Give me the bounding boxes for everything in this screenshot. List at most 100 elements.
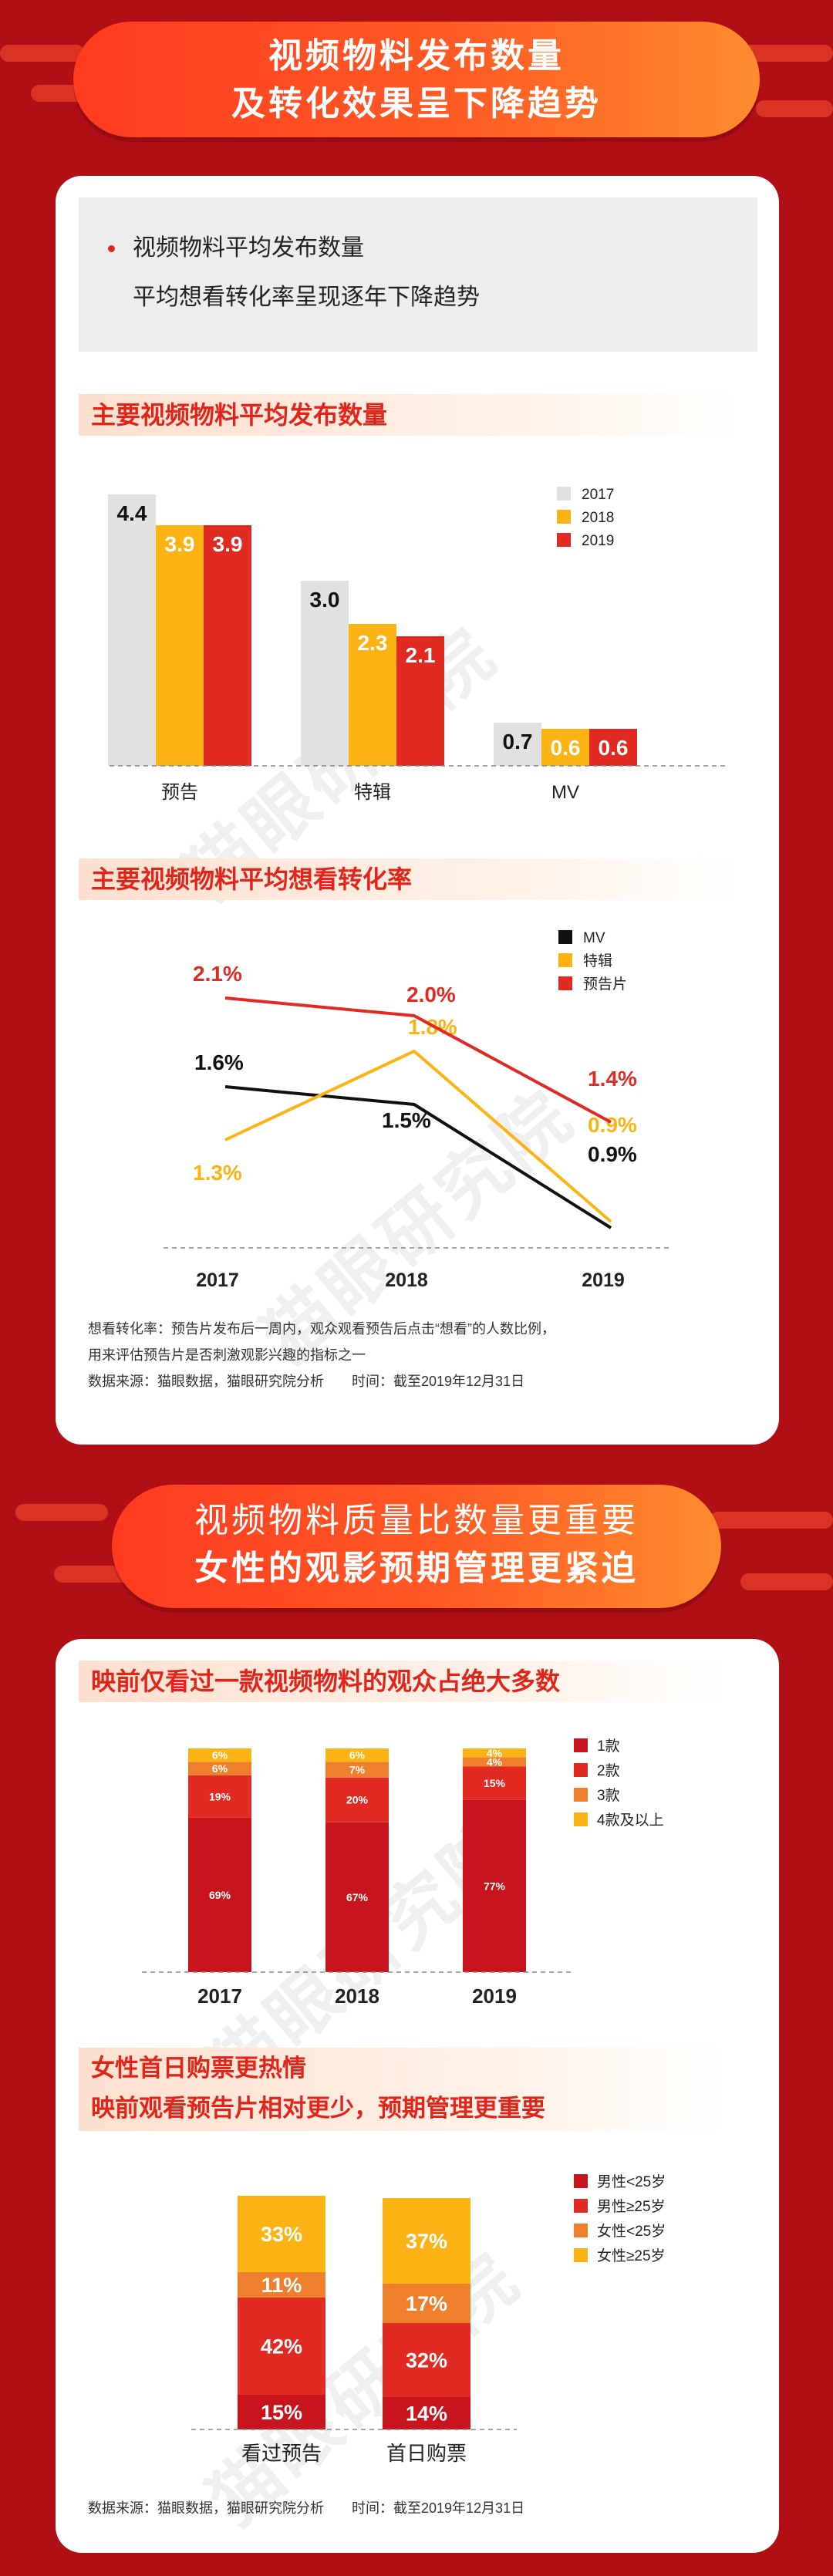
- x-tick-label: 首日购票: [386, 2442, 467, 2465]
- conversion-rate-chart: 1.6%1.5%0.9%1.3%1.8%0.9%2.1%2.0%1.4%2017…: [164, 930, 673, 1291]
- decor-stripe: [756, 100, 833, 117]
- segment-value-label: 20%: [346, 1794, 369, 1806]
- bar: [301, 581, 349, 766]
- stacked-segment: [325, 1822, 389, 1972]
- x-tick-label: MV: [551, 782, 579, 803]
- segment-value-label: 42%: [261, 2335, 302, 2359]
- legend-swatch: [557, 533, 571, 547]
- summary-line-2: 平均想看转化率呈现逐年下降趋势: [133, 285, 480, 310]
- segment-value-label: 11%: [261, 2274, 302, 2297]
- bar: [204, 525, 251, 766]
- banner-line-1: 视频物料质量比数量更重要: [194, 1502, 639, 1539]
- point-value-label: 2.0%: [406, 983, 456, 1006]
- decor-stripe: [740, 1573, 833, 1590]
- bar-value-label: 4.4: [117, 501, 147, 525]
- stacked-segment: [463, 1799, 526, 1972]
- point-value-label: 1.3%: [193, 1161, 242, 1185]
- banner-line-2: 及转化效果呈下降趋势: [231, 85, 602, 123]
- banner-line-2: 女性的观影预期管理更紧迫: [194, 1549, 639, 1587]
- decor-stripe: [710, 1512, 833, 1529]
- legend-label: 2017: [582, 487, 614, 503]
- bar: [156, 525, 204, 766]
- segment-value-label: 6%: [349, 1749, 366, 1762]
- segment-value-label: 6%: [212, 1749, 228, 1762]
- bar: [494, 723, 541, 766]
- legend-label: 预告片: [583, 976, 627, 993]
- footnote-definition-2: 用来评估预告片是否刺激观影兴趣的指标之一: [88, 1347, 366, 1363]
- legend-label: 1款: [597, 1738, 620, 1755]
- legend-swatch: [574, 2224, 588, 2237]
- card-quality-expectation: 猫眼研究院 猫眼研究院 映前仅看过一款视频物料的观众占绝大多数 69%19%6%…: [56, 1639, 779, 2553]
- bar: [589, 729, 637, 766]
- summary-bullet: [108, 245, 115, 252]
- female-title-line-2: 映前观看预告片相对更少，预期管理更重要: [91, 2095, 545, 2122]
- x-tick-label: 看过预告: [241, 2442, 322, 2465]
- stacked-segment: [383, 2323, 470, 2397]
- segment-value-label: 15%: [484, 1777, 506, 1789]
- decor-stripe: [0, 45, 85, 62]
- x-tick-label: 2018: [335, 1984, 379, 2008]
- bar: [396, 636, 444, 766]
- legend-label: 女性<25岁: [597, 2223, 666, 2240]
- material-count-chart: 69%19%6%6%201767%20%7%6%201877%15%4%4%20…: [142, 1738, 664, 2008]
- segment-value-label: 4%: [487, 1755, 503, 1768]
- bar: [108, 494, 156, 766]
- stacked-segment: [325, 1748, 389, 1762]
- x-tick-label: 2017: [196, 1269, 239, 1291]
- legend-label: 3款: [597, 1787, 620, 1804]
- stacked-segment: [238, 2196, 325, 2272]
- bar-value-label: 3.9: [213, 532, 243, 556]
- legend-label: 2款: [597, 1762, 620, 1779]
- bar: [349, 624, 396, 766]
- segment-value-label: 7%: [349, 1764, 366, 1776]
- x-tick-label: 2019: [582, 1269, 625, 1291]
- segment-value-label: 6%: [212, 1762, 228, 1775]
- x-tick-label: 2017: [197, 1984, 242, 2008]
- section-title-single-material: 映前仅看过一款视频物料的观众占绝大多数: [79, 1661, 723, 1702]
- x-tick-label: 预告: [161, 782, 198, 803]
- legend-label: 2018: [582, 510, 614, 526]
- segment-value-label: 37%: [406, 2230, 447, 2253]
- series-line: [224, 1049, 612, 1223]
- series-line: [224, 996, 612, 1124]
- header-banner: 视频物料发布数量 及转化效果呈下降趋势: [73, 22, 760, 137]
- x-tick-label: 特辑: [354, 782, 391, 803]
- gender-age-chart: 15% 42% 11% 33% 看过预告 14% 32% 17% 37% 首日购票 男性<25岁男性…: [191, 2173, 666, 2465]
- release-count-chart: 4.4 3.9 3.9 预告 3.0 2.3 2.1 特辑 0.7 0.6 0.6 MV 2017 201…: [108, 487, 727, 803]
- stacked-segment: [238, 2298, 325, 2395]
- point-value-label: 1.4%: [588, 1067, 637, 1091]
- x-tick-label: 2018: [385, 1269, 428, 1291]
- legend-swatch: [557, 487, 571, 501]
- decor-stripe: [15, 1504, 108, 1521]
- stacked-segment: [325, 1762, 389, 1778]
- legend-swatch: [574, 2174, 588, 2188]
- point-value-label: 2.1%: [193, 962, 242, 986]
- footnote-source: 数据来源：猫眼数据，猫眼研究院分析 时间：截至2019年12月31日: [88, 1374, 525, 1389]
- legend-label: 2019: [582, 533, 614, 549]
- stacked-segment: [188, 1762, 251, 1775]
- bar: [541, 729, 589, 766]
- legend-swatch: [574, 1788, 588, 1802]
- footnote-source: 数据来源：猫眼数据，猫眼研究院分析 时间：截至2019年12月31日: [88, 2500, 525, 2516]
- stacked-segment: [383, 2284, 470, 2323]
- point-value-label: 1.6%: [194, 1050, 244, 1074]
- legend-swatch: [574, 1763, 588, 1777]
- section-banner: 视频物料质量比数量更重要 女性的观影预期管理更紧迫: [112, 1485, 721, 1608]
- card-release-conversion: 猫眼研究院 猫眼研究院 视频物料平均发布数量 平均想看转化率呈现逐年下降趋势 主…: [56, 176, 779, 1445]
- legend-label: 男性<25岁: [597, 2173, 666, 2190]
- legend-label: 4款及以上: [597, 1812, 664, 1829]
- legend-swatch: [574, 1738, 588, 1752]
- legend-swatch: [574, 1812, 588, 1826]
- stacked-segment: [188, 1817, 251, 1972]
- female-title-line-1: 女性首日购票更热情: [91, 2055, 306, 2082]
- summary-line-1: 视频物料平均发布数量: [133, 235, 364, 261]
- bar-value-label: 0.6: [599, 736, 629, 760]
- banner-line-1: 视频物料发布数量: [268, 37, 565, 75]
- stacked-segment: [188, 1775, 251, 1818]
- legend-label: 男性≥25岁: [597, 2198, 666, 2215]
- bar-value-label: 3.0: [310, 588, 340, 612]
- segment-value-label: 32%: [406, 2349, 447, 2372]
- legend-swatch: [557, 510, 571, 524]
- segment-value-label: 67%: [346, 1891, 369, 1903]
- legend-swatch: [558, 930, 572, 944]
